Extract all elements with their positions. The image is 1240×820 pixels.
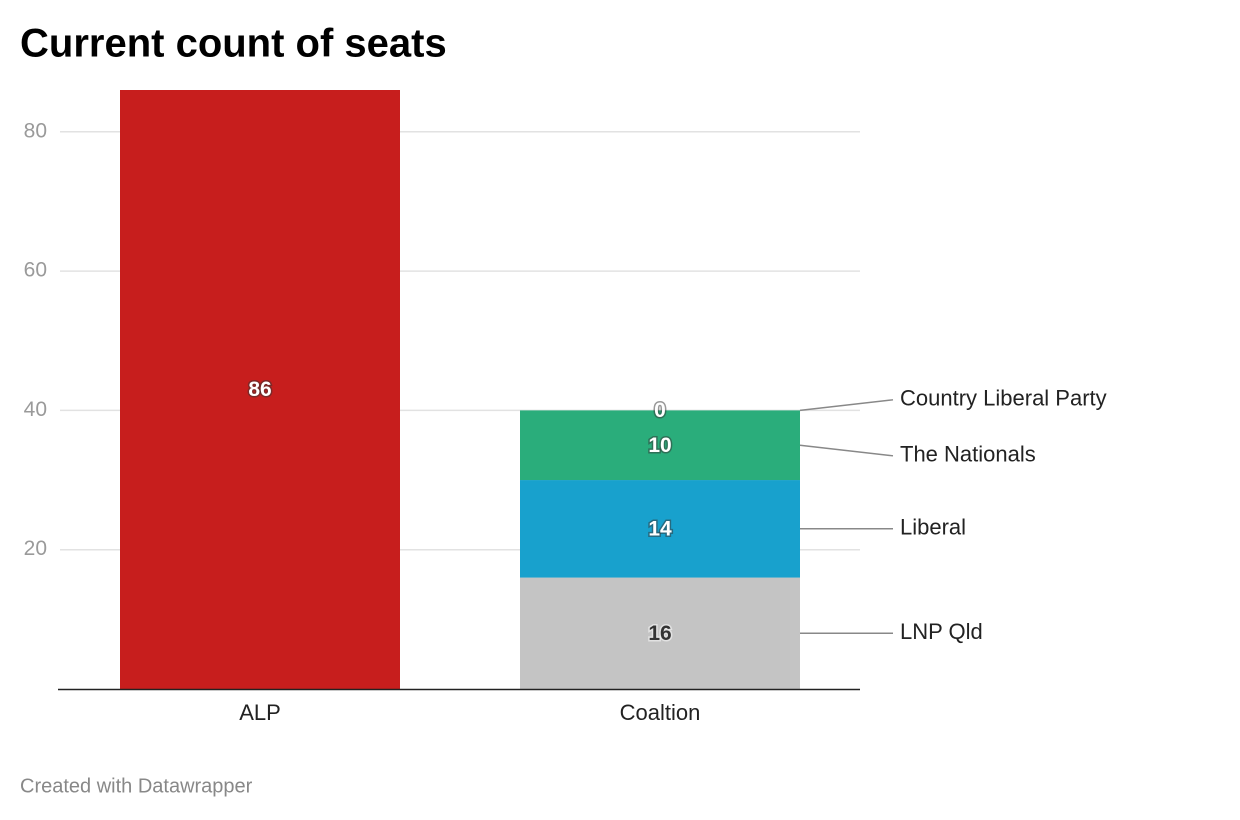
value-label: 0 [654, 399, 666, 422]
value-label: 14 [648, 517, 672, 540]
value-label: 10 [648, 434, 671, 457]
leader-line [799, 444, 894, 457]
value-label: 86 [248, 378, 271, 401]
x-tick-label: Coaltion [620, 700, 701, 725]
legend-label: Liberal [900, 515, 966, 540]
y-tick-label: 60 [24, 259, 47, 282]
legend-label: LNP Qld [900, 619, 983, 644]
bar-segment [120, 90, 400, 689]
x-tick-label: ALP [239, 700, 281, 725]
footer: Created with Datawrapper [20, 775, 253, 797]
y-tick-label: 40 [24, 398, 47, 421]
legend-label: Country Liberal Party [900, 386, 1107, 411]
bar-segment [520, 410, 800, 481]
value-label: 16 [648, 622, 671, 645]
legend-label: The Nationals [900, 442, 1036, 467]
leader-line [799, 399, 894, 412]
bar-segment [520, 480, 800, 578]
y-tick-label: 20 [24, 537, 47, 560]
chart-title: Current count of seats [20, 22, 447, 66]
bar-segment [520, 577, 800, 689]
y-tick-label: 80 [24, 119, 47, 142]
